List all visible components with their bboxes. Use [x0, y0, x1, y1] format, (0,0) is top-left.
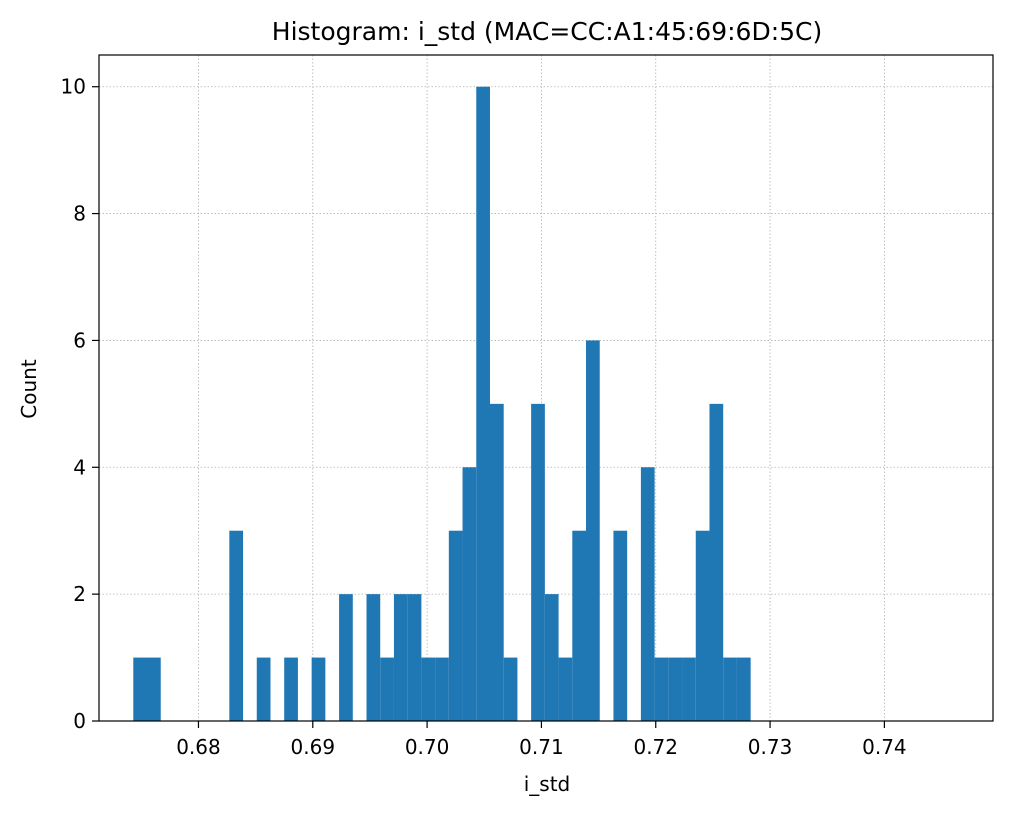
- histogram-bar: [229, 530, 244, 721]
- histogram-bar: [421, 657, 436, 721]
- histogram-bar: [723, 657, 737, 721]
- histogram-bar: [544, 594, 559, 721]
- histogram-bar: [311, 657, 326, 721]
- histogram-bar: [435, 657, 449, 721]
- y-tick-label: 6: [73, 328, 86, 352]
- y-axis-label: Count: [17, 359, 41, 419]
- histogram-bar: [613, 530, 628, 721]
- histogram-bar: [586, 340, 600, 721]
- histogram-bar: [448, 530, 463, 721]
- x-tick-label: 0.73: [748, 735, 793, 759]
- histogram-bar: [682, 657, 696, 721]
- bars: [133, 86, 751, 721]
- plot-frame: [98, 54, 994, 722]
- histogram-bar: [736, 657, 751, 721]
- x-tick-label: 0.70: [405, 735, 450, 759]
- histogram-bar: [256, 657, 271, 721]
- histogram-bar: [147, 657, 161, 721]
- histogram-bar: [572, 530, 587, 721]
- histogram-bar: [393, 594, 408, 721]
- histogram-bar: [284, 657, 298, 721]
- y-tick-label: 0: [73, 709, 86, 733]
- histogram-bar: [133, 657, 148, 721]
- y-tick-label: 2: [73, 582, 86, 606]
- histogram-bar: [709, 403, 724, 721]
- histogram-bar: [668, 657, 683, 721]
- y-tick-label: 10: [61, 75, 86, 99]
- x-axis-label: i_std: [524, 772, 571, 796]
- histogram-bar: [654, 657, 669, 721]
- histogram-bar: [407, 594, 422, 721]
- x-tick-label: 0.74: [862, 735, 907, 759]
- histogram-bar: [558, 657, 573, 721]
- histogram-bar: [339, 594, 353, 721]
- histogram-bar: [476, 86, 490, 721]
- histogram-bar: [640, 467, 655, 721]
- x-tick-label: 0.68: [176, 735, 221, 759]
- y-tick-label: 4: [73, 455, 86, 479]
- histogram-bar: [503, 657, 518, 721]
- x-axis-ticks: 0.68 0.69 0.70 0.71 0.72 0.73 0.74: [176, 721, 907, 759]
- histogram-bar: [366, 594, 381, 721]
- y-axis-ticks: 0 2 4 6 8 10: [61, 75, 99, 733]
- x-tick-label: 0.72: [633, 735, 678, 759]
- histogram-bar: [489, 403, 504, 721]
- x-tick-label: 0.69: [291, 735, 336, 759]
- chart-title: Histogram: i_std (MAC=CC:A1:45:69:6D:5C): [272, 17, 822, 46]
- histogram-bar: [695, 530, 710, 721]
- grid: [99, 55, 993, 722]
- y-tick-label: 8: [73, 202, 86, 226]
- histogram-bar: [462, 467, 477, 721]
- x-tick-label: 0.71: [519, 735, 564, 759]
- histogram-bar: [531, 403, 545, 721]
- histogram-bar: [380, 657, 394, 721]
